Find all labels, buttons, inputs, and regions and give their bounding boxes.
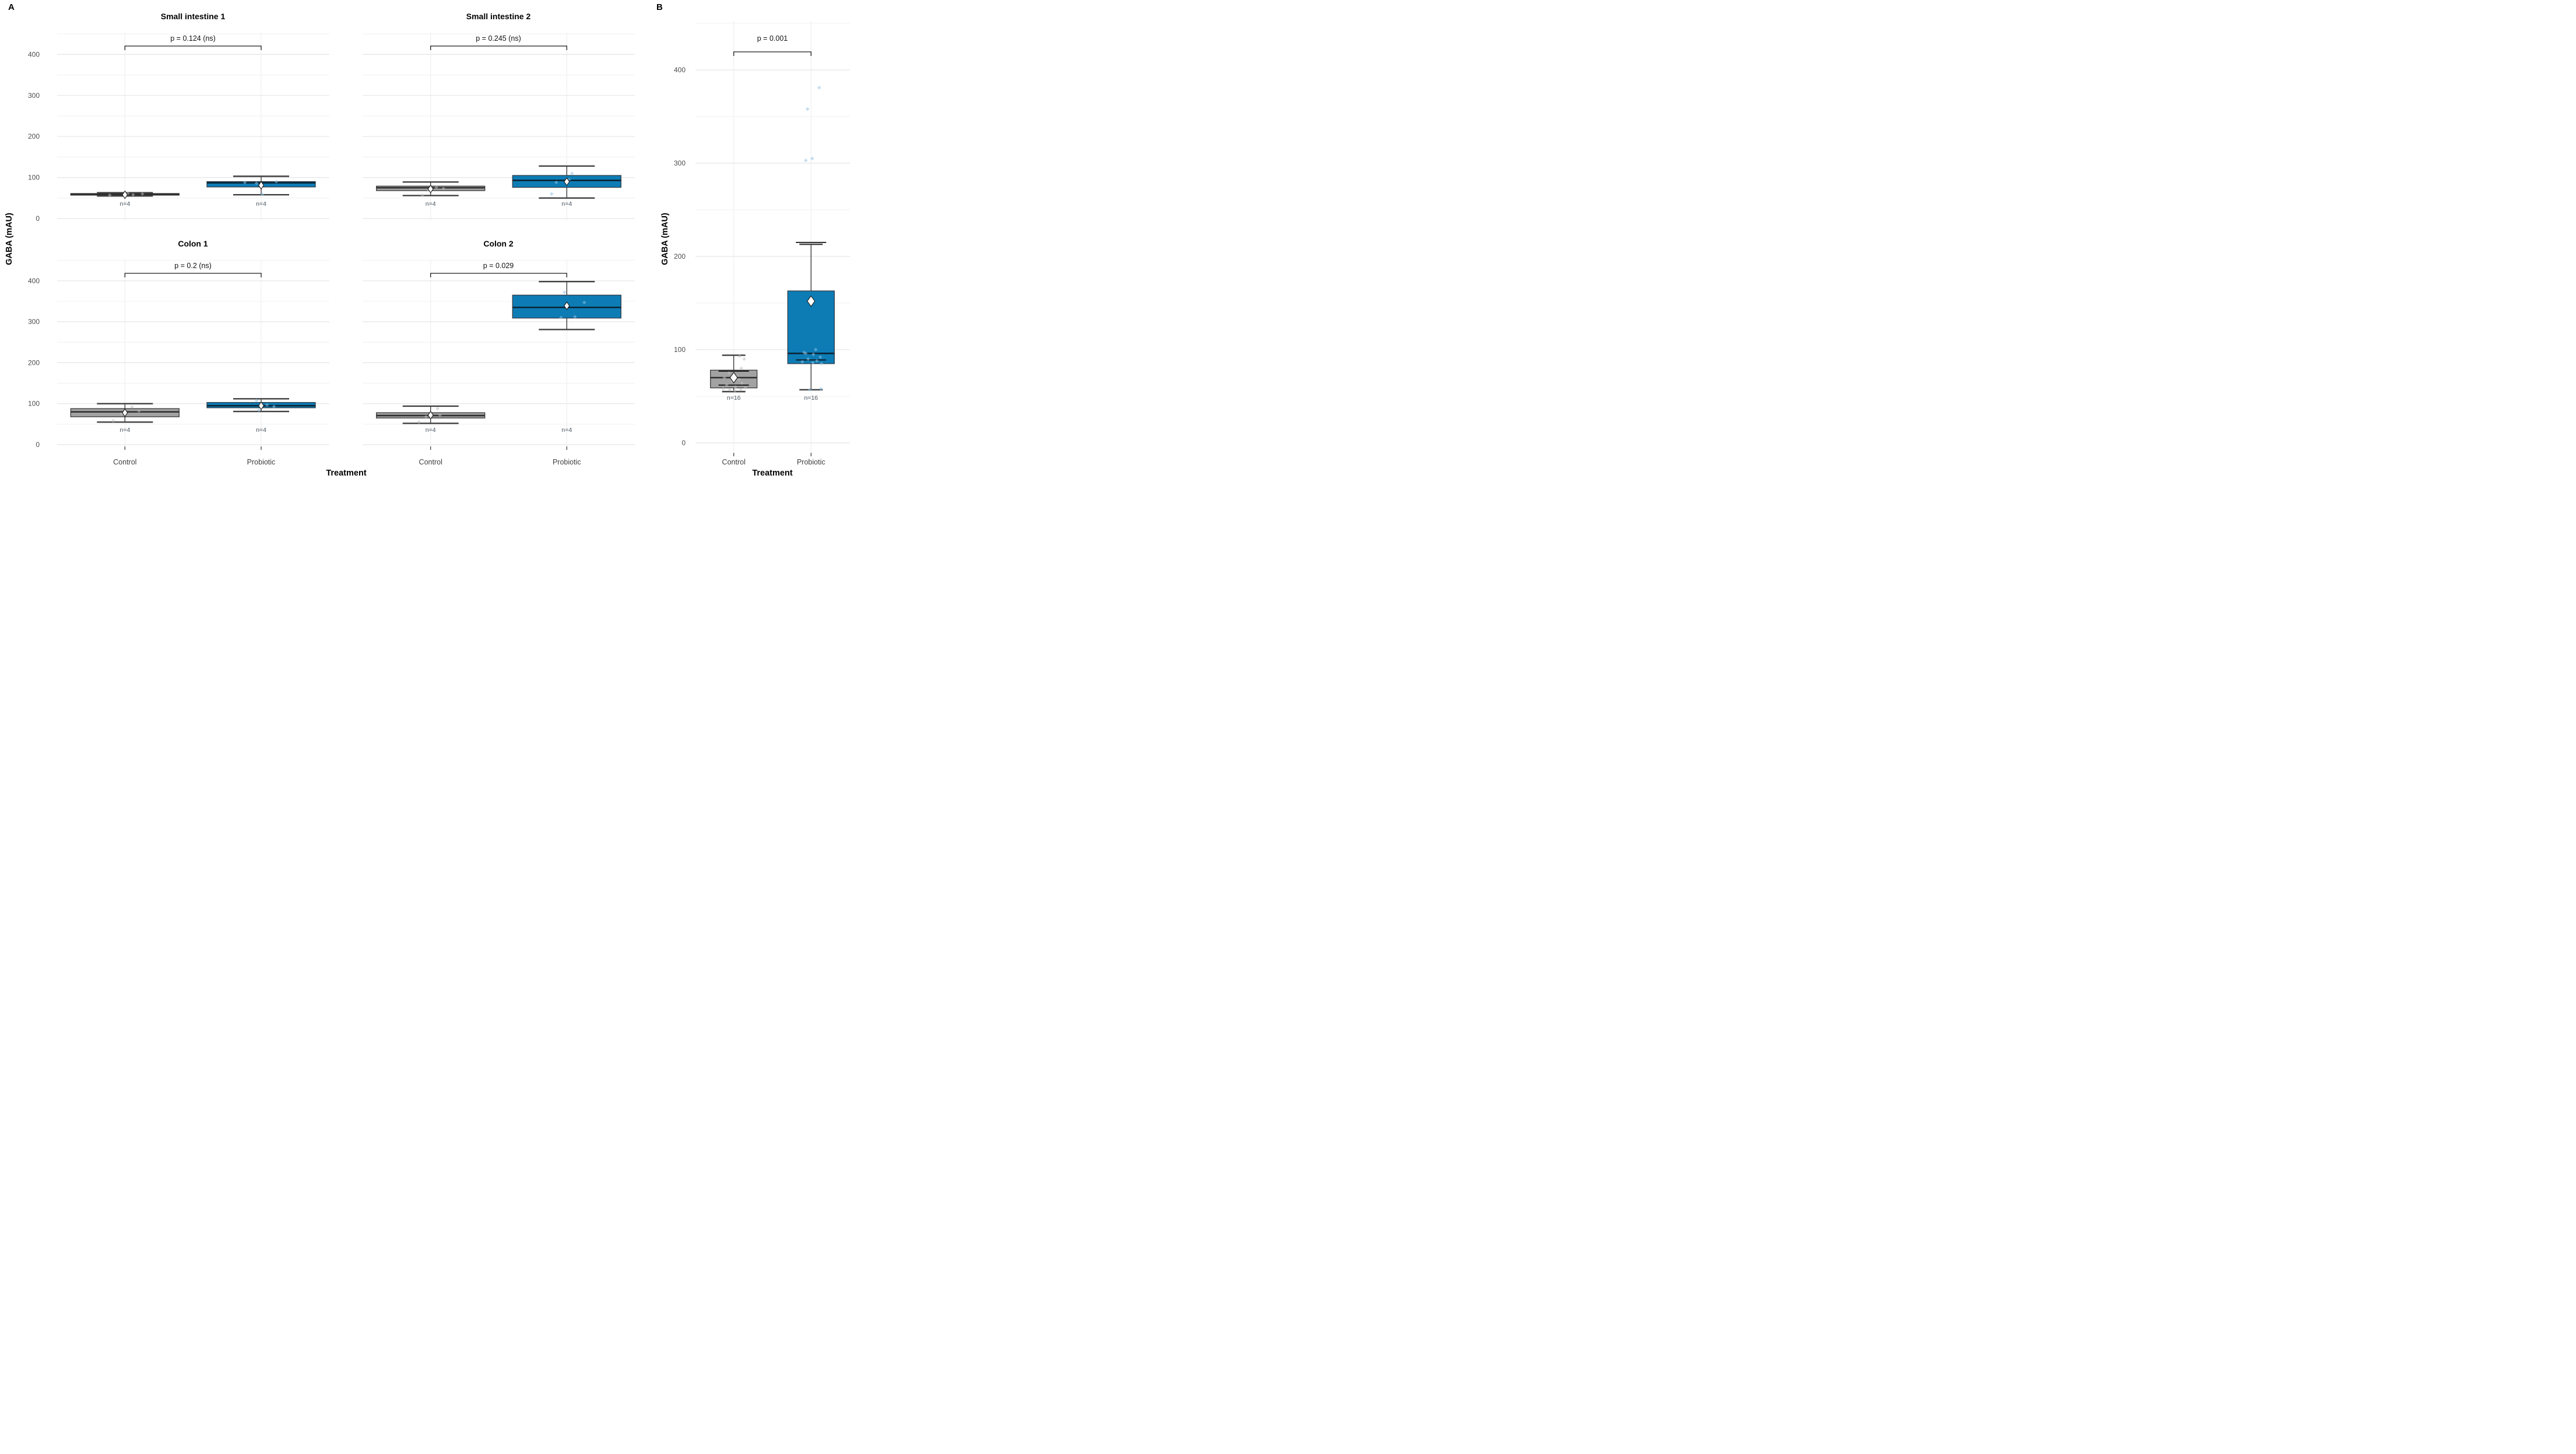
- significance-bracket-si2: [430, 45, 567, 50]
- box-si1-control: n=4: [70, 190, 180, 207]
- facet-panel-si1: n=4 n=4: [57, 33, 329, 220]
- n-label-overall-probiotic: n=16: [804, 395, 818, 402]
- y-axis-title-panel-b: GABA (mAU): [660, 213, 670, 265]
- n-label-colon2-control: n=4: [426, 427, 436, 434]
- facet-panel-colon1: n=4 n=4: [57, 260, 329, 446]
- box-colon1-probiotic: n=4: [206, 398, 316, 434]
- box-si1-probiotic: n=4: [206, 175, 316, 207]
- x-axis-title-panel-a: Treatment: [326, 469, 367, 478]
- y-tick-label: 200: [674, 252, 686, 260]
- y-tick-label: 400: [674, 66, 686, 74]
- n-label-si1-control: n=4: [120, 200, 130, 207]
- n-label-colon1-control: n=4: [120, 427, 130, 434]
- y-tick-label: 300: [28, 318, 40, 326]
- p-value-overall: p = 0.001: [757, 34, 788, 43]
- x-category-label: Probiotic: [553, 458, 581, 466]
- significance-bracket-colon1: [124, 273, 262, 277]
- y-tick-label: 200: [28, 358, 40, 367]
- x-axis-title-panel-b: Treatment: [752, 469, 793, 478]
- box-overall-probiotic: n=16: [787, 86, 835, 402]
- facet-panel-overall: n=16 n=16: [695, 21, 850, 453]
- p-value-small-intestine-2: p = 0.245 (ns): [476, 34, 521, 43]
- p-value-colon-1: p = 0.2 (ns): [174, 262, 212, 270]
- n-label-overall-control: n=16: [727, 395, 741, 402]
- x-category-label: Control: [419, 458, 442, 466]
- box-overall-control: n=16: [710, 354, 758, 402]
- x-category-label: Probiotic: [247, 458, 276, 466]
- y-axis-title-panel-a: GABA (mAU): [5, 213, 14, 265]
- facet-title-colon-1: Colon 1: [178, 239, 208, 248]
- p-value-small-intestine-1: p = 0.124 (ns): [170, 34, 216, 43]
- box-si2-probiotic: n=4: [512, 165, 621, 207]
- y-tick-label: 0: [36, 214, 40, 223]
- p-value-colon-2: p = 0.029: [483, 262, 514, 270]
- y-tick-label: 300: [28, 91, 40, 100]
- y-tick-label: 0: [681, 439, 686, 447]
- box-colon1-control: n=4: [70, 403, 180, 434]
- n-label-si1-probiotic: n=4: [256, 200, 266, 207]
- facet-title-small-intestine-1: Small intestine 1: [160, 12, 226, 21]
- boxplot-figure: n=4 n=4 n=4 n=4 n=4 n=4 n=4 n=4 n=16 n=16 0 100 200 3…: [0, 0, 859, 485]
- y-tick-label: 400: [28, 50, 40, 58]
- n-label-si2-probiotic: n=4: [561, 200, 572, 207]
- y-tick-label: 200: [28, 132, 40, 140]
- y-tick-label: 100: [28, 174, 40, 182]
- facet-panel-colon2: n=4 n=4: [363, 260, 635, 446]
- box-colon2-control: n=4: [376, 405, 486, 434]
- y-tick-label: 0: [36, 441, 40, 449]
- figure-panel-label-b: B: [656, 2, 663, 12]
- facet-title-small-intestine-2: Small intestine 2: [466, 12, 531, 21]
- facet-panel-si2: n=4 n=4: [363, 33, 635, 220]
- facet-title-colon-2: Colon 2: [483, 239, 514, 248]
- n-label-colon1-probiotic: n=4: [256, 427, 266, 434]
- significance-bracket-si1: [124, 45, 262, 50]
- significance-bracket-overall: [733, 51, 811, 56]
- significance-bracket-colon2: [430, 273, 567, 277]
- y-tick-label: 100: [28, 400, 40, 408]
- box-colon2-probiotic: n=4: [512, 281, 621, 434]
- box-si2-control: n=4: [376, 181, 486, 207]
- y-tick-label: 300: [674, 159, 686, 167]
- y-tick-label: 400: [28, 277, 40, 285]
- boxplot-canvas: n=4 n=4 n=4 n=4 n=4 n=4 n=4 n=4 n=16 n=16 0 100 200 3…: [28, 21, 850, 466]
- y-tick-label: 100: [674, 346, 686, 354]
- n-label-si2-control: n=4: [426, 200, 436, 207]
- x-category-label: Control: [722, 458, 746, 466]
- x-category-label: Probiotic: [797, 458, 825, 466]
- figure-panel-label-a: A: [8, 2, 15, 12]
- x-category-label: Control: [113, 458, 136, 466]
- n-label-colon2-probiotic: n=4: [561, 427, 572, 434]
